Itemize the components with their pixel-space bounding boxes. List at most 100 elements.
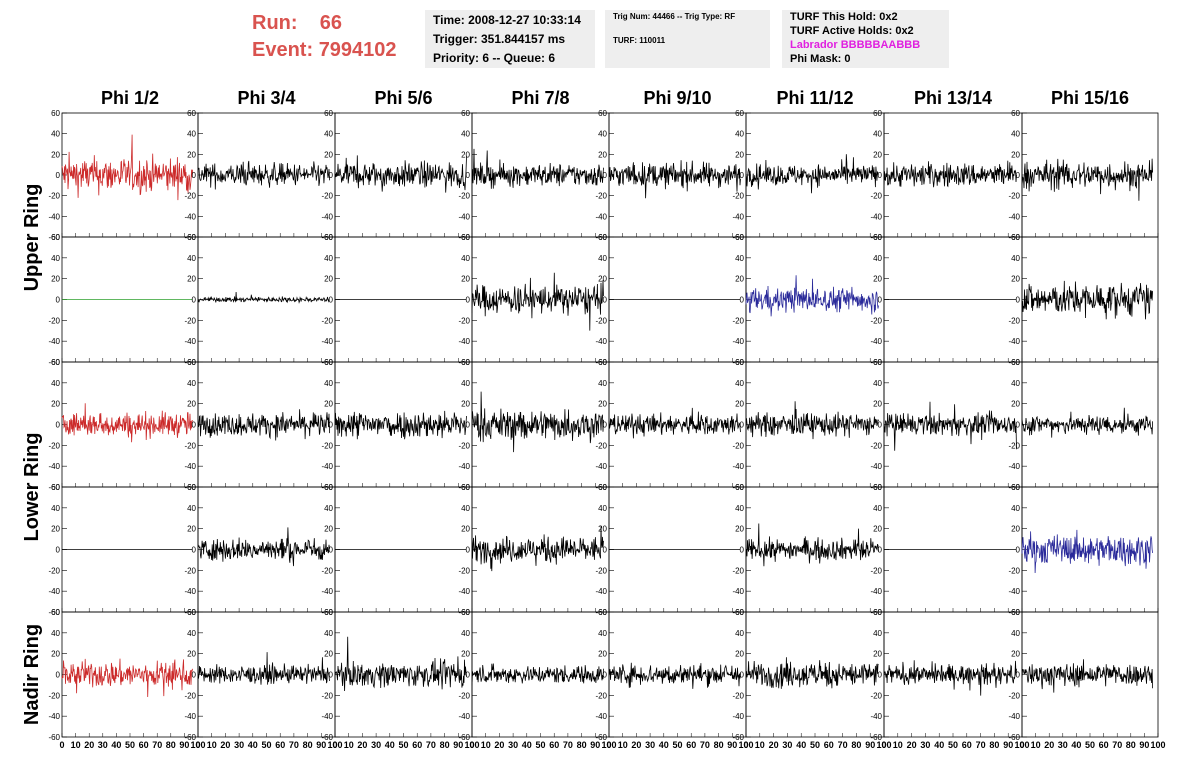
x-tick-label: 40 [1071, 740, 1081, 750]
y-tick-label: 60 [51, 483, 60, 492]
waveform-trace [471, 663, 604, 686]
y-tick-label: -60 [595, 358, 607, 367]
y-tick-label: 0 [740, 546, 745, 555]
y-tick-label: 0 [466, 171, 471, 180]
y-tick-label: 60 [187, 483, 196, 492]
y-tick-label: 60 [324, 608, 333, 617]
waveform-trace [197, 652, 330, 685]
y-tick-label: -60 [870, 608, 882, 617]
x-tick-label: 50 [948, 740, 958, 750]
waveform-trace [61, 134, 193, 201]
y-tick-label: 0 [603, 171, 608, 180]
y-tick-label: -20 [595, 192, 607, 201]
y-tick-label: -60 [184, 358, 196, 367]
y-tick-label: 40 [324, 629, 333, 638]
y-tick-label: 20 [735, 150, 744, 159]
y-tick-label: 40 [735, 379, 744, 388]
x-tick-label: 80 [577, 740, 587, 750]
y-tick-label: 40 [51, 379, 60, 388]
y-tick-label: 40 [735, 130, 744, 139]
y-tick-label: 20 [873, 400, 882, 409]
waveform-trace [61, 658, 193, 698]
y-tick-label: 60 [598, 233, 607, 242]
y-tick-label: 0 [466, 421, 471, 430]
column-label: Phi 3/4 [237, 88, 295, 108]
y-tick-label: -20 [48, 192, 60, 201]
x-tick-label: 100 [1150, 740, 1165, 750]
y-tick-label: 20 [461, 400, 470, 409]
y-tick-label: 0 [56, 171, 61, 180]
time-text: Time: 2008-12-27 10:33:14 [433, 13, 581, 27]
x-tick-label: 40 [248, 740, 258, 750]
y-tick-label: 0 [466, 296, 471, 305]
y-tick-label: 60 [598, 109, 607, 118]
waveform-trace [745, 657, 879, 689]
turf-this-hold-text: TURF This Hold: 0x2 [790, 11, 898, 23]
y-tick-label: 0 [603, 421, 608, 430]
y-tick-label: -20 [458, 441, 470, 450]
x-tick-label: 10 [71, 740, 81, 750]
x-tick-label: 10 [344, 740, 354, 750]
y-tick-label: -20 [458, 192, 470, 201]
y-tick-label: 60 [1011, 608, 1020, 617]
y-tick-label: 20 [1011, 525, 1020, 534]
y-tick-label: -60 [48, 733, 60, 742]
y-tick-label: 40 [187, 130, 196, 139]
x-tick-label: 100 [190, 740, 205, 750]
y-tick-label: -40 [595, 212, 607, 221]
y-tick-label: 20 [324, 525, 333, 534]
y-tick-label: 40 [324, 379, 333, 388]
y-tick-label: -60 [870, 733, 882, 742]
y-tick-label: 40 [187, 504, 196, 513]
waveform-trace [197, 160, 330, 190]
trigger-info-panel: Trig Num: 44466 -- Trig Type: RF TURF: 1… [605, 10, 770, 68]
y-tick-label: -20 [732, 441, 744, 450]
y-tick-label: 60 [598, 608, 607, 617]
y-tick-label: 40 [873, 629, 882, 638]
x-tick-label: 20 [631, 740, 641, 750]
x-tick-label: 30 [1058, 740, 1068, 750]
x-tick-label: 60 [1099, 740, 1109, 750]
y-tick-label: 0 [192, 421, 197, 430]
y-tick-label: -40 [184, 462, 196, 471]
y-tick-label: 20 [324, 650, 333, 659]
y-tick-label: -40 [732, 212, 744, 221]
y-tick-label: 20 [598, 525, 607, 534]
y-tick-label: -40 [595, 462, 607, 471]
y-tick-label: 20 [873, 275, 882, 284]
y-tick-label: -20 [870, 691, 882, 700]
y-tick-label: 60 [1011, 358, 1020, 367]
x-tick-label: 70 [838, 740, 848, 750]
x-tick-label: 10 [755, 740, 765, 750]
y-tick-label: 60 [324, 233, 333, 242]
y-tick-label: 0 [878, 546, 883, 555]
y-tick-label: -60 [321, 483, 333, 492]
y-tick-label: -40 [184, 212, 196, 221]
y-tick-label: 20 [873, 150, 882, 159]
y-tick-label: 20 [324, 150, 333, 159]
waveform-trace [1021, 407, 1153, 438]
column-label: Phi 9/10 [643, 88, 711, 108]
x-tick-label: 60 [139, 740, 149, 750]
y-tick-label: -60 [321, 608, 333, 617]
y-tick-label: 0 [329, 296, 334, 305]
y-tick-label: -60 [595, 483, 607, 492]
y-tick-label: -40 [184, 587, 196, 596]
column-label: Phi 15/16 [1051, 88, 1129, 108]
y-tick-label: -20 [595, 691, 607, 700]
waveform-trace [334, 636, 467, 692]
waveform-trace [745, 401, 879, 440]
y-tick-label: 20 [187, 650, 196, 659]
y-tick-label: 60 [51, 358, 60, 367]
y-tick-label: -60 [732, 358, 744, 367]
y-tick-label: -20 [48, 316, 60, 325]
y-tick-label: 60 [873, 233, 882, 242]
event-label: Event: [252, 39, 314, 61]
y-tick-label: 20 [598, 400, 607, 409]
y-tick-label: -60 [870, 233, 882, 242]
x-tick-label: 10 [481, 740, 491, 750]
time-info-panel: Time: 2008-12-27 10:33:14 Trigger: 351.8… [425, 10, 595, 68]
waveform-trace [471, 391, 604, 453]
x-tick-label: 100 [327, 740, 342, 750]
x-tick-label: 50 [398, 740, 408, 750]
